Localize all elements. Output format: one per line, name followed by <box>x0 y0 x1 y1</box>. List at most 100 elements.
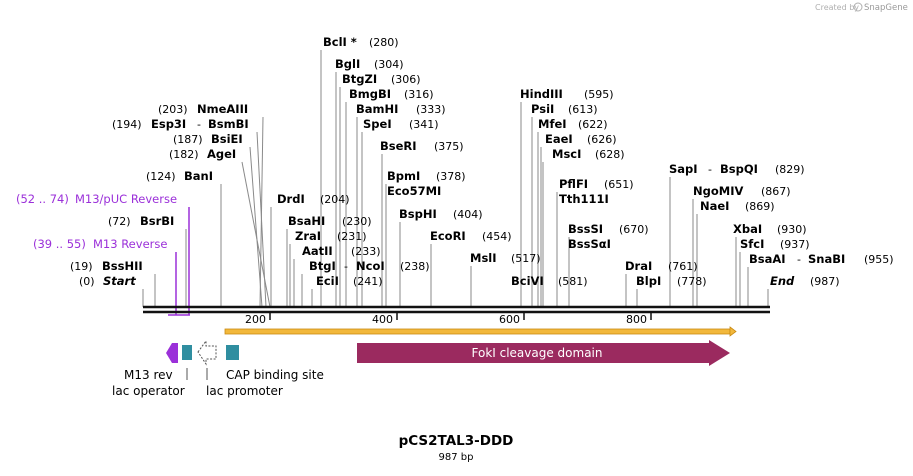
site-bpmi-pos: (378) <box>436 170 466 183</box>
leader-lines <box>142 50 769 308</box>
site-esp3i-pos: (194) <box>112 118 142 131</box>
site-end-pos: (987) <box>810 275 840 288</box>
site-pflfi: PflFI <box>559 177 588 191</box>
site-sfci: SfcI <box>740 237 764 251</box>
ruler-label-800: 800 <box>626 313 647 326</box>
site-ncoi: NcoI <box>356 259 385 273</box>
svg-text:-: - <box>708 163 712 176</box>
site-xbai-pos: (930) <box>777 223 807 236</box>
site-msci: MscI <box>552 147 581 161</box>
snapgene-brand: SnapGene <box>864 3 908 13</box>
site-psii-pos: (613) <box>568 103 598 116</box>
lac-operator-feature <box>182 345 192 360</box>
site-bsssi-pos: (670) <box>619 223 649 236</box>
site-tth111i: Tth111I <box>559 192 609 206</box>
site-drdi: DrdI <box>277 192 305 206</box>
site-bmgbi-pos: (316) <box>404 88 434 101</box>
site-bsssi: BssSI <box>568 222 603 236</box>
site-bsphi-pos: (404) <box>453 208 483 221</box>
site-naei-pos: (869) <box>745 200 775 213</box>
site-nmeaiii-pos: (203) <box>158 103 188 116</box>
site-agei: AgeI <box>207 147 236 161</box>
site-end: End <box>770 274 795 288</box>
snapgene-logo: SnapGene <box>853 2 908 13</box>
site-start-pos: (0) <box>79 275 95 288</box>
site-start: Start <box>103 274 136 288</box>
lac-operator-label: lac operator <box>112 384 185 398</box>
site-zrai-pos: (231) <box>337 230 367 243</box>
map-title: pCS2TAL3-DDD <box>399 433 514 449</box>
m13-rev-feature <box>166 343 178 363</box>
site-bsrbi: BsrBI <box>140 214 174 228</box>
site-bsaai: BsaAI <box>749 252 786 266</box>
site-bsahi-pos: (230) <box>342 215 372 228</box>
site-msci-pos: (628) <box>595 148 625 161</box>
site-bspqi: BspQI <box>720 162 758 176</box>
feature-label-lines <box>186 368 208 380</box>
site-zrai: ZraI <box>295 229 321 243</box>
site-btgi: BtgI <box>309 259 336 273</box>
site-bsssai: BssSαI <box>568 237 611 251</box>
site-aatii-pos: (233) <box>351 245 381 258</box>
site-bgli-pos: (304) <box>374 58 404 71</box>
site-snabi-pos: (955) <box>864 253 894 266</box>
site-snabi: SnaBI <box>808 252 845 266</box>
site-spei-pos: (341) <box>409 118 439 131</box>
primer-m13-reverse: M13 Reverse <box>93 237 167 251</box>
site-eaei: EaeI <box>545 132 573 146</box>
site-psii: PsiI <box>531 102 554 116</box>
primer-markers <box>168 207 190 316</box>
site-ecii-pos: (241) <box>353 275 383 288</box>
site-mfei-pos: (622) <box>578 118 608 131</box>
svg-text:-: - <box>197 118 201 131</box>
site-bcli: BclI * <box>323 35 357 49</box>
ruler-label-600: 600 <box>499 313 520 326</box>
site-drdi-pos: (204) <box>320 193 350 206</box>
sequence-backbone <box>143 305 770 314</box>
site-hindiii: HindIII <box>520 87 563 101</box>
site-bani: BanI <box>184 169 213 183</box>
site-mfei: MfeI <box>538 117 567 131</box>
svg-text:-: - <box>344 260 348 273</box>
site-bgli: BglI <box>335 57 360 71</box>
site-btgzi: BtgZI <box>342 72 377 86</box>
site-ecii: EciI <box>316 274 339 288</box>
site-ecori: EcoRI <box>430 229 466 243</box>
site-bseri: BseRI <box>380 139 417 153</box>
site-ecori-pos: (454) <box>482 230 512 243</box>
site-ncoi-pos: (238) <box>400 260 430 273</box>
site-bsshii-pos: (19) <box>70 260 93 273</box>
site-bcivi-pos: (581) <box>558 275 588 288</box>
site-bsphi: BspHI <box>399 207 437 221</box>
map-length: 987 bp <box>439 452 474 463</box>
cap-binding-site-feature <box>226 345 239 360</box>
site-drai-pos: (761) <box>668 260 698 273</box>
site-bpmi: BpmI <box>387 169 420 183</box>
site-msli: MslI <box>470 251 497 265</box>
site-nmeaiii: NmeAIII <box>197 102 248 116</box>
site-bsiei: BsiEI <box>211 132 243 146</box>
cap-binding-site-label: CAP binding site <box>226 368 324 382</box>
site-blpi-pos: (778) <box>677 275 707 288</box>
foki-label: FokI cleavage domain <box>472 346 603 360</box>
orf-bar <box>224 326 737 337</box>
created-by-text: Created by <box>815 3 859 12</box>
site-bani-pos: (124) <box>146 170 176 183</box>
site-bmgbi: BmgBI <box>349 87 391 101</box>
m13-rev-label: M13 rev <box>124 368 173 382</box>
lac-promoter-feature <box>197 339 217 366</box>
ruler: 200 400 600 800 <box>245 313 652 326</box>
site-drai: DraI <box>625 259 652 273</box>
site-aatii: AatII <box>302 244 333 258</box>
ruler-label-400: 400 <box>372 313 393 326</box>
site-bamhi-pos: (333) <box>416 103 446 116</box>
ruler-label-200: 200 <box>245 313 266 326</box>
site-naei: NaeI <box>700 199 729 213</box>
site-pflfi-pos: (651) <box>604 178 634 191</box>
site-bcli-pos: (280) <box>369 36 399 49</box>
site-eco57mi: Eco57MI <box>387 184 441 198</box>
site-hindiii-pos: (595) <box>584 88 614 101</box>
foki-cleavage-domain: FokI cleavage domain <box>357 340 730 366</box>
primer-m13-range: (39 .. 55) <box>33 237 86 251</box>
